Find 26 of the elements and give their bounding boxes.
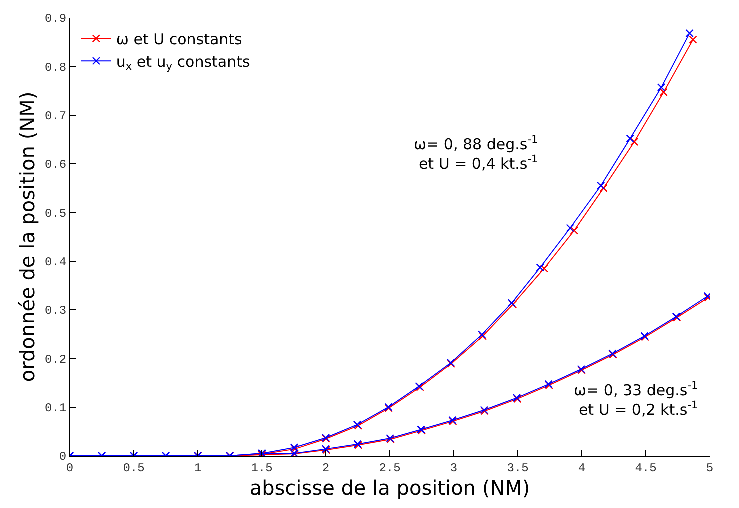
x-tick-label: 3 (450, 461, 458, 476)
legend-label: ω et U constants (116, 30, 243, 48)
x-tick-label: 1.5 (251, 461, 273, 476)
y-tick-label: 0.4 (44, 256, 67, 270)
x-tick-label: 4 (578, 461, 586, 476)
y-tick-label: 0.2 (44, 352, 67, 367)
x-tick-label: 2.5 (379, 461, 401, 476)
legend-label: u$_{x}$ et u$_{y}$ constants (116, 52, 250, 74)
y-tick-label: 0 (59, 450, 67, 464)
y-tick-label: 0.1 (44, 402, 67, 416)
annotation: ω= 0, 33 deg.s$^{-1}$ et U = 0,2 kt.s$^{-1}$ (574, 380, 698, 419)
x-tick-label: 0.5 (123, 461, 145, 476)
x-axis-title: abscisse de la position (NM) (250, 476, 530, 500)
x-tick-label: 5 (706, 461, 714, 476)
y-tick-label: 0.7 (44, 110, 67, 124)
y-tick-label: 0.5 (44, 206, 67, 221)
y-tick-label: 0.9 (44, 12, 67, 26)
x-tick-label: 3.5 (507, 461, 529, 476)
annotation: ω= 0, 88 deg.s$^{-1}$ et U = 0,4 kt.s$^{-1}$ (414, 134, 538, 173)
y-axis-title: ordonnée de la position (NM) (15, 92, 40, 382)
y-tick-label: 0.6 (44, 158, 67, 172)
x-tick-label: 2 (322, 461, 330, 476)
y-tick-label: 0.3 (44, 304, 67, 318)
y-tick-label: 0.8 (44, 60, 67, 75)
x-tick-label: 4.5 (635, 461, 657, 476)
x-tick-label: 1 (194, 461, 202, 476)
